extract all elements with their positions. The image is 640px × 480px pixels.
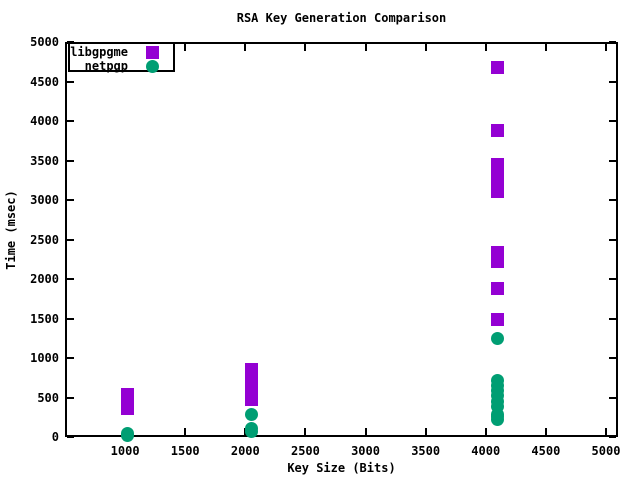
chart-title: RSA Key Generation Comparison	[236, 11, 447, 25]
x-tick-label: 2500	[290, 444, 320, 458]
x-tick-label: 2000	[230, 444, 260, 458]
x-tick-label: 5000	[591, 444, 621, 458]
y-tick-mark	[67, 159, 74, 162]
y-tick-label: 1000	[30, 351, 59, 365]
y-tick-mark	[67, 317, 74, 320]
legend-row-libgpgme: libgpgme	[70, 45, 173, 59]
x-tick-mark	[604, 428, 607, 435]
x-tick-mark	[364, 428, 367, 435]
x-axis-label: Key Size (Bits)	[287, 461, 396, 475]
x-tick-mark-top	[304, 44, 307, 51]
y-tick-mark	[67, 436, 74, 438]
data-point-marker-libgpgme	[490, 312, 504, 326]
y-tick-mark	[67, 120, 74, 122]
y-tick-mark	[67, 278, 74, 280]
y-tick-mark-right	[609, 80, 616, 83]
y-tick-mark-right	[609, 436, 616, 438]
legend-label-libgpgme: libgpgme	[70, 45, 128, 59]
plot-area	[65, 42, 618, 437]
x-tick-mark-top	[544, 44, 547, 51]
y-tick-mark-right	[609, 317, 616, 320]
x-tick-mark	[544, 428, 547, 435]
x-tick-label: 3000	[351, 444, 380, 458]
y-tick-label: 3000	[30, 193, 59, 207]
legend-box: libgpgme netpgp	[68, 42, 175, 73]
data-point-marker-netpgp	[244, 407, 258, 421]
y-tick-label: 5000	[30, 35, 59, 49]
legend-marker-libgpgme	[146, 45, 159, 59]
x-tick-mark-top	[424, 44, 427, 51]
x-tick-mark-top	[184, 44, 187, 51]
y-tick-mark	[67, 357, 74, 359]
y-tick-mark-right	[609, 159, 616, 162]
y-tick-mark-right	[609, 278, 616, 280]
x-tick-label: 1500	[170, 444, 200, 458]
data-point-marker-netpgp	[490, 331, 504, 345]
y-tick-mark-right	[609, 120, 616, 122]
y-tick-label: 500	[37, 390, 59, 405]
y-tick-label: 4500	[30, 74, 59, 89]
data-point-marker-libgpgme	[490, 123, 504, 137]
x-tick-mark-top	[244, 44, 247, 51]
y-tick-mark-right	[609, 41, 616, 43]
y-tick-label: 3500	[30, 153, 59, 168]
y-tick-label: 2500	[30, 232, 59, 247]
legend-marker-netpgp	[146, 59, 159, 73]
y-tick-mark-right	[609, 199, 616, 201]
y-tick-label: 1500	[30, 311, 59, 326]
data-point-marker-libgpgme	[244, 362, 258, 376]
x-tick-label: 3500	[411, 444, 441, 458]
data-point-marker-libgpgme	[490, 60, 504, 74]
data-point-marker-libgpgme	[490, 281, 504, 295]
legend-row-netpgp: netpgp	[70, 59, 173, 73]
x-tick-mark	[484, 428, 487, 435]
data-point-marker-libgpgme	[121, 387, 135, 401]
y-tick-label: 2000	[30, 272, 59, 286]
x-tick-mark	[304, 428, 307, 435]
y-tick-mark	[67, 199, 74, 201]
data-point-marker-netpgp	[490, 374, 504, 387]
data-point-marker-netpgp	[244, 422, 258, 436]
x-tick-label: 4500	[531, 444, 561, 458]
data-point-marker-libgpgme	[490, 246, 504, 260]
y-tick-label: 0	[51, 430, 59, 444]
legend-label-netpgp: netpgp	[84, 59, 128, 73]
x-tick-mark	[184, 428, 187, 435]
x-tick-label: 1000	[110, 444, 140, 458]
x-tick-mark	[424, 428, 427, 435]
y-tick-mark-right	[609, 238, 616, 241]
y-tick-mark-right	[609, 396, 616, 399]
y-tick-mark	[67, 396, 74, 399]
data-point-marker-libgpgme	[490, 157, 504, 171]
x-tick-label: 4000	[471, 444, 501, 458]
x-tick-mark-top	[364, 44, 367, 51]
y-tick-mark	[67, 80, 74, 83]
y-tick-mark	[67, 238, 74, 241]
y-tick-label: 4000	[30, 114, 59, 128]
x-tick-mark-top	[484, 44, 487, 51]
data-point-marker-netpgp	[121, 426, 135, 440]
y-tick-mark-right	[609, 357, 616, 359]
x-tick-mark-top	[604, 44, 607, 51]
